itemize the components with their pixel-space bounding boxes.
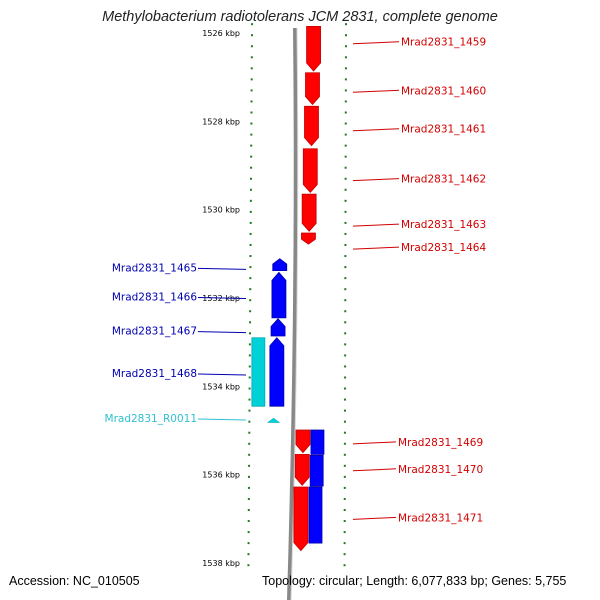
gene-label: Mrad2831_1467	[112, 326, 197, 338]
tick-label: 1528 kbp	[202, 117, 240, 126]
gene-feature	[251, 337, 266, 407]
gene-label: Mrad2831_R0011	[105, 413, 197, 425]
gene-feature	[310, 429, 325, 455]
leader-line	[352, 441, 397, 445]
gene-feature	[309, 454, 324, 487]
leader-line	[197, 373, 247, 376]
leader-line	[352, 89, 400, 93]
leader-line	[197, 297, 247, 300]
tick-label: 1538 kbp	[202, 559, 240, 568]
leader-line	[197, 418, 247, 421]
tick-label: 1534 kbp	[202, 382, 240, 391]
gene-label: Mrad2831_1459	[401, 37, 486, 49]
leader-line	[352, 468, 397, 472]
gene-label: Mrad2831_1464	[401, 242, 486, 254]
gene-label: Mrad2831_1468	[112, 368, 197, 380]
leader-line	[197, 331, 247, 334]
gene-feature	[306, 25, 321, 72]
leader-line	[352, 246, 400, 250]
leader-line	[352, 516, 397, 520]
gene-label: Mrad2831_1471	[398, 512, 483, 524]
gene-feature	[295, 429, 311, 454]
gene-label: Mrad2831_1461	[401, 124, 486, 136]
gene-labels: Mrad2831_1459 Mrad2831_1460 Mrad2831_1461 M…	[105, 37, 487, 525]
gene-feature	[270, 318, 286, 337]
tick-label: 1536 kbp	[202, 471, 240, 480]
topology-text: Topology: circular; Length: 6,077,833 bp…	[262, 574, 567, 588]
tick-label: 1526 kbp	[202, 29, 240, 38]
accession-text: Accession: NC_010505	[9, 574, 140, 588]
gene-feature	[269, 337, 285, 407]
gene-feature	[301, 232, 316, 245]
backbone-line	[287, 27, 298, 600]
gene-feature	[304, 105, 319, 147]
leader-line	[352, 128, 400, 132]
leader-line	[352, 41, 400, 45]
gene-label: Mrad2831_1462	[401, 174, 486, 186]
leader-line	[352, 223, 400, 227]
tick-label: 1530 kbp	[202, 206, 240, 215]
gene-label: Mrad2831_1460	[401, 85, 486, 97]
gene-feature	[305, 72, 320, 106]
genome-title: Methylobacterium radiotolerans JCM 2831,…	[102, 9, 498, 25]
gene-feature	[308, 486, 323, 544]
backbone	[287, 27, 299, 600]
leader-line	[352, 178, 400, 182]
gene-label: Mrad2831_1463	[401, 219, 486, 231]
backbone-highlight	[290, 27, 299, 600]
rna-feature	[266, 417, 281, 423]
gene-feature	[272, 258, 288, 272]
gene-feature	[271, 271, 287, 319]
gene-label: Mrad2831_1465	[112, 262, 197, 274]
gene-feature	[302, 148, 318, 194]
gene-label: Mrad2831_1469	[398, 437, 483, 449]
gene-label: Mrad2831_1466	[112, 292, 197, 304]
leader-line	[197, 267, 247, 270]
gene-feature	[301, 193, 317, 232]
gene-features	[251, 25, 325, 552]
gene-label: Mrad2831_1470	[398, 464, 483, 476]
gene-feature	[294, 453, 310, 486]
gene-feature	[293, 486, 309, 552]
